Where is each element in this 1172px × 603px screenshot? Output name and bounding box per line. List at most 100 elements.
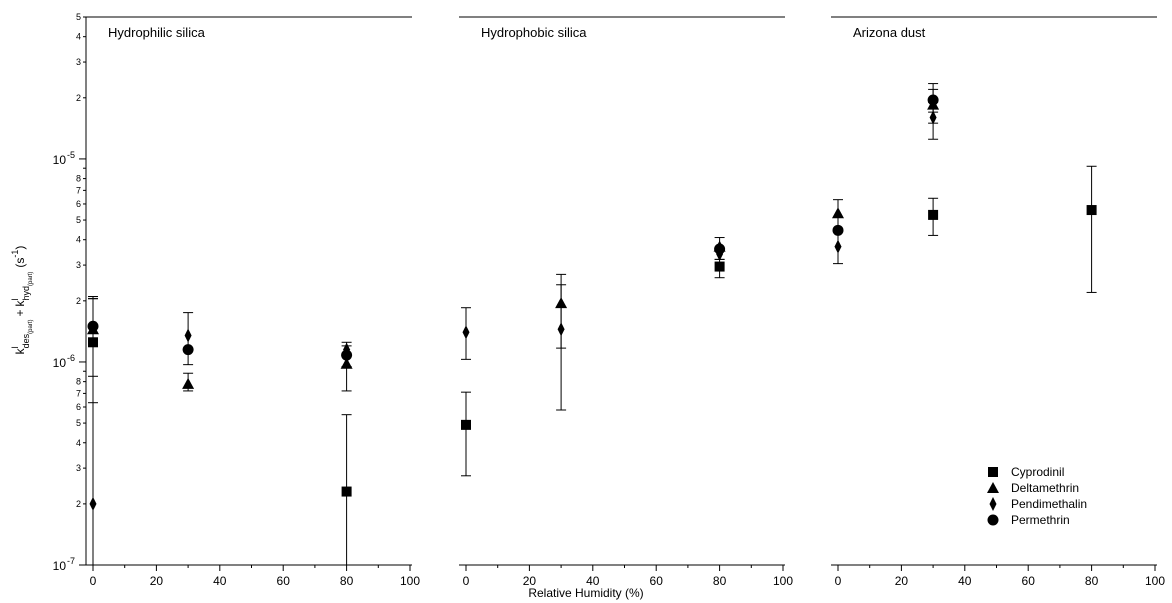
- x-tick-label: 40: [586, 574, 600, 588]
- panel-3: Arizona dust 0 20 40 60 80 100: [831, 16, 1165, 588]
- x-tick-label: 0: [835, 574, 842, 588]
- y-title-unit-close: ): [13, 246, 27, 250]
- y-minor-tick-label: 2: [76, 296, 81, 306]
- point-pendimethalin: [929, 110, 937, 125]
- x-tick-label: 60: [650, 574, 664, 588]
- legend-item-pendimethalin: Pendimethalin: [989, 497, 1087, 511]
- y-title-k1-sup: l: [10, 346, 20, 348]
- point-deltamethrin: [340, 357, 353, 369]
- x-tick-label: 0: [463, 574, 470, 588]
- y-title-k1: k: [13, 347, 27, 354]
- y-title-k2: k: [13, 300, 27, 307]
- legend-label: Cyprodinil: [1011, 465, 1064, 479]
- legend-item-cyprodinil: Cyprodinil: [988, 465, 1064, 479]
- y-minor-tick-label: 4: [76, 235, 81, 245]
- y-minor-tick-label: 6: [76, 199, 81, 209]
- y-minor-tick-label: 3: [76, 463, 81, 473]
- y-minor-tick-label: 8: [76, 377, 81, 387]
- legend-item-permethrin: Permethrin: [987, 513, 1070, 527]
- y-minor-tick-label: 4: [76, 32, 81, 42]
- point-cyprodinil: [714, 261, 725, 272]
- y-major-tick-exponent: -6: [67, 353, 75, 363]
- y-minor-tick-label: 7: [76, 185, 81, 195]
- x-tick-label: 80: [340, 574, 354, 588]
- y-title-unit-open: (s: [13, 258, 27, 268]
- x-tick-label: 40: [213, 574, 227, 588]
- y-minor-tick-label: 5: [76, 215, 81, 225]
- point-cyprodinil: [341, 486, 352, 497]
- x-tick-label: 100: [1145, 574, 1165, 588]
- y-minor-tick-label: 3: [76, 57, 81, 67]
- y-major-tick-exponent: -7: [67, 556, 75, 566]
- point-cyprodinil: [461, 419, 471, 430]
- panel-title: Hydrophilic silica: [108, 25, 206, 40]
- y-minor-tick-label: 2: [76, 499, 81, 509]
- point-permethrin: [927, 94, 939, 106]
- y-minor-tick-label: 6: [76, 402, 81, 412]
- point-permethrin: [832, 224, 844, 236]
- legend-label: Deltamethrin: [1011, 481, 1079, 495]
- panel-title: Hydrophobic silica: [481, 25, 587, 40]
- y-major-tick-label: 10: [53, 356, 67, 370]
- legend-marker-deltamethrin: [987, 482, 999, 493]
- y-minor-tick-label: 4: [76, 438, 81, 448]
- y-major-tick-exponent: -5: [67, 150, 75, 160]
- point-deltamethrin: [555, 297, 568, 309]
- legend: Cyprodinil Deltamethrin Pendimethalin Perme…: [987, 465, 1087, 527]
- y-major-tick-label: 10: [53, 559, 67, 573]
- panel-1: Hydrophilic silica 0 20 40 60 80 100: [86, 16, 420, 588]
- x-tick-label: 80: [713, 574, 727, 588]
- x-tick-label: 60: [1022, 574, 1036, 588]
- y-minor-tick-label: 7: [76, 388, 81, 398]
- y-title-k1-sub: des: [21, 333, 31, 348]
- point-cyprodinil: [928, 209, 939, 220]
- point-deltamethrin: [832, 207, 844, 219]
- point-permethrin: [341, 349, 353, 361]
- point-pendimethalin: [89, 496, 97, 511]
- x-tick-label: 0: [90, 574, 97, 588]
- y-title-k2-sup: l: [10, 299, 20, 301]
- y-title-k1-subsub: (part): [28, 320, 34, 334]
- legend-label: Permethrin: [1011, 513, 1070, 527]
- legend-label: Pendimethalin: [1011, 497, 1087, 511]
- y-axis-title: kldes(part)+klhyd(part)(s-1): [10, 246, 34, 355]
- panel-title: Arizona dust: [853, 25, 926, 40]
- x-axis-title: Relative Humidity (%): [528, 586, 643, 600]
- y-minor-tick-label: 3: [76, 260, 81, 270]
- y-minor-tick-label: 2: [76, 93, 81, 103]
- y-minor-tick-label: 8: [76, 174, 81, 184]
- x-tick-label: 100: [773, 574, 793, 588]
- point-cyprodinil: [1086, 205, 1097, 216]
- point-pendimethalin: [557, 322, 565, 337]
- point-deltamethrin: [182, 377, 195, 389]
- y-title-unit-sup: -1: [10, 250, 20, 258]
- x-tick-label: 60: [277, 574, 291, 588]
- y-title-k2-subsub: (part): [28, 272, 34, 286]
- x-tick-label: 80: [1085, 574, 1099, 588]
- point-pendimethalin: [184, 328, 192, 343]
- point-pendimethalin: [462, 325, 470, 340]
- y-minor-tick-label: 5: [76, 12, 81, 22]
- y-major-tick-label: 10: [53, 153, 67, 167]
- point-permethrin: [182, 344, 194, 356]
- x-tick-label: 20: [523, 574, 537, 588]
- panel-2: Hydrophobic silica 0 20 40 60 80 100: [459, 16, 793, 588]
- point-pendimethalin: [834, 239, 842, 254]
- x-tick-label: 100: [400, 574, 420, 588]
- point-permethrin: [87, 320, 99, 332]
- legend-marker-cyprodinil: [988, 467, 998, 477]
- legend-marker-pendimethalin: [989, 497, 997, 511]
- svg-text:kldes(part)+klhyd(part)(s-1): kldes(part)+klhyd(part)(s-1): [10, 246, 34, 355]
- x-tick-label: 20: [150, 574, 164, 588]
- marks-layer: [87, 83, 1097, 565]
- y-minor-tick-label: 5: [76, 418, 81, 428]
- x-tick-label: 20: [895, 574, 909, 588]
- point-permethrin: [714, 243, 726, 255]
- point-cyprodinil: [88, 337, 98, 348]
- legend-item-deltamethrin: Deltamethrin: [987, 481, 1079, 495]
- y-title-plus: +: [13, 310, 27, 317]
- legend-marker-permethrin: [987, 514, 999, 526]
- x-tick-label: 40: [958, 574, 972, 588]
